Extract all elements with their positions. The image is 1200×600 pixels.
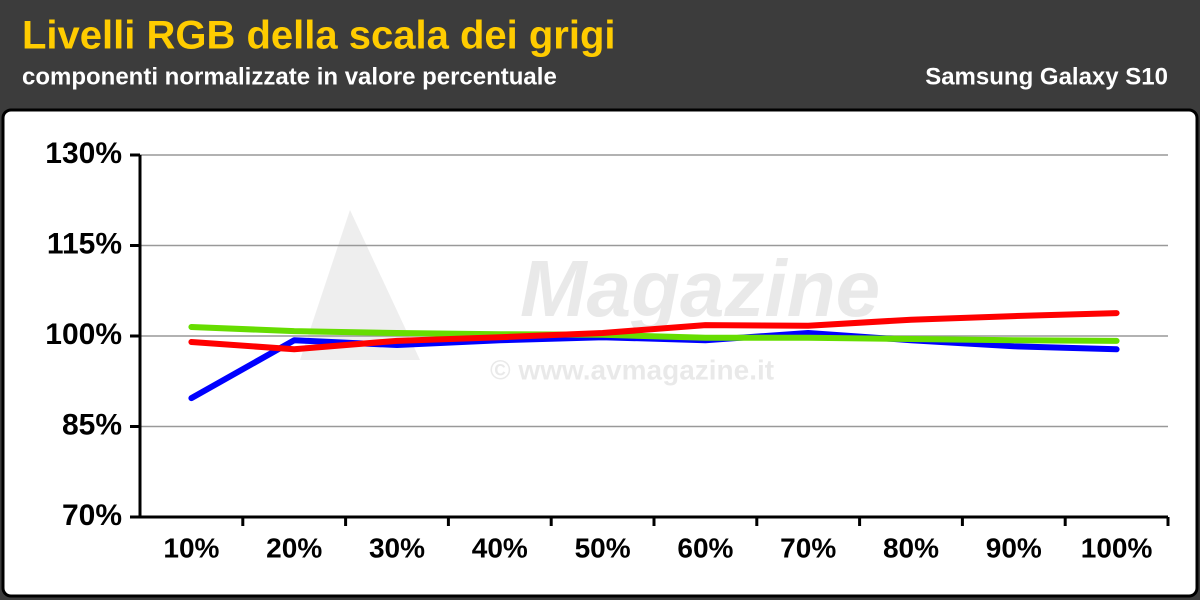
plot-panel <box>1 108 1199 598</box>
x-tick-label: 80% <box>883 532 939 563</box>
chart-subtitle: componenti normalizzate in valore percen… <box>22 63 557 90</box>
x-tick-label: 50% <box>575 532 631 563</box>
y-tick-label: 130% <box>45 137 122 170</box>
x-tick-label: 20% <box>266 532 322 563</box>
series-line <box>188 310 1120 353</box>
watermark-text: Magazine <box>520 244 880 333</box>
device-name: Samsung Galaxy S10 <box>925 63 1168 90</box>
y-tick-label: 85% <box>62 408 122 441</box>
y-tick-label: 100% <box>45 318 122 351</box>
y-tick-label: 115% <box>47 227 122 260</box>
watermark-url: © www.avmagazine.it <box>490 354 774 385</box>
x-tick-label: 90% <box>986 532 1042 563</box>
series-line <box>188 323 1120 344</box>
x-tick-label: 60% <box>677 532 733 563</box>
y-tick-label: 70% <box>62 499 122 532</box>
watermark: Magazine © www.avmagazine.it <box>300 210 880 385</box>
x-tick-label: 70% <box>780 532 836 563</box>
watermark-logo <box>300 210 420 360</box>
x-tick-label: 30% <box>369 532 425 563</box>
x-tick-label: 10% <box>163 532 219 563</box>
x-tick-label: 40% <box>472 532 528 563</box>
chart-title: Livelli RGB della scala dei grigi <box>22 14 616 58</box>
x-tick-label: 100% <box>1081 532 1153 563</box>
